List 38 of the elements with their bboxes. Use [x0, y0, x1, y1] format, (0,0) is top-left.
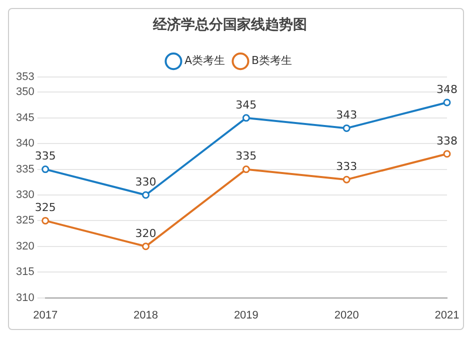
data-label: 325	[34, 201, 56, 214]
y-tick-label: 315	[16, 266, 34, 278]
data-label: 345	[236, 98, 257, 112]
point	[242, 114, 250, 122]
point	[42, 216, 50, 224]
data-label: 343	[336, 108, 358, 122]
x-tick-label: 2017	[33, 309, 58, 322]
point	[142, 242, 150, 250]
data-label: 338	[436, 134, 458, 148]
y-tick-label: 335	[16, 163, 34, 176]
x-tick-label: 2021	[434, 309, 460, 322]
y-tick-label: 340	[16, 138, 34, 150]
data-label: 335	[34, 150, 56, 163]
x-tick-label: 2019	[234, 309, 258, 322]
legend-label: B类考生	[251, 54, 292, 68]
y-tick-label: 330	[16, 189, 34, 202]
point	[142, 191, 150, 199]
y-tick-label: 345	[16, 112, 34, 124]
data-label: 333	[336, 160, 358, 173]
chart-title: 经济学总分国家线趋势图	[152, 16, 307, 34]
y-tick-label: 350	[16, 86, 34, 98]
y-tick-label: 353	[16, 70, 34, 83]
point	[342, 176, 350, 184]
y-tick-label: 320	[16, 240, 34, 252]
legend-label: A类考生	[184, 54, 225, 68]
point	[443, 150, 451, 158]
x-tick-label: 2018	[134, 309, 158, 322]
data-label: 335	[236, 150, 257, 163]
x-tick-label: 2020	[334, 309, 359, 322]
data-label: 320	[135, 226, 156, 240]
point	[42, 166, 50, 174]
point	[242, 166, 250, 174]
y-tick-label: 325	[16, 214, 34, 227]
data-label: 330	[135, 175, 156, 188]
point	[443, 98, 451, 106]
data-label: 348	[436, 82, 458, 96]
y-tick-label: 310	[16, 292, 34, 304]
point	[342, 124, 350, 132]
